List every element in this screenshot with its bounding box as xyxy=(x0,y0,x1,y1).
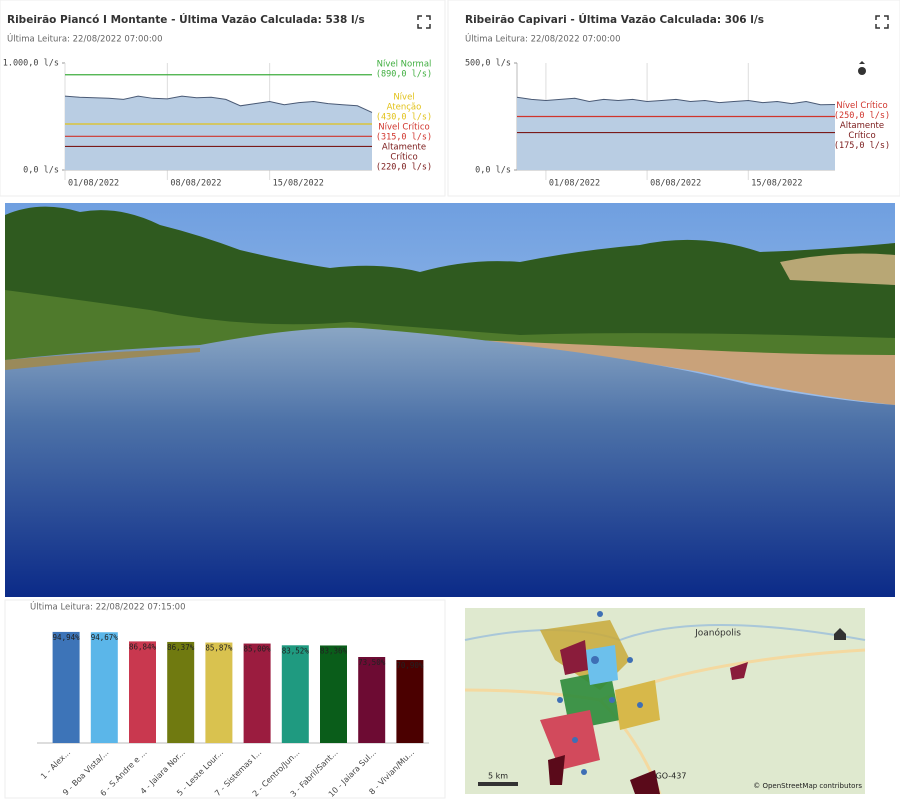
bar xyxy=(205,642,233,743)
reference-value: (890,0 l/s) xyxy=(376,69,432,79)
bar-value-label: 85,87% xyxy=(205,644,233,653)
bar xyxy=(281,645,309,743)
series-line xyxy=(64,95,373,113)
x-tick-label: 15/08/2022 xyxy=(751,179,802,189)
reference-label: Nível Normal xyxy=(377,59,432,69)
series-line xyxy=(516,96,836,106)
reference-label: Nível Crítico xyxy=(378,123,429,133)
bar-value-label: 86,37% xyxy=(167,643,195,652)
bar-value-label: 85,00% xyxy=(244,645,272,654)
reference-label: Nível xyxy=(393,93,414,103)
x-tick-label: 01/08/2022 xyxy=(68,179,119,189)
bar xyxy=(90,632,118,743)
reference-value: (430,0 l/s) xyxy=(376,113,432,123)
reference-value: (315,0 l/s) xyxy=(376,133,432,143)
help-icon[interactable] xyxy=(858,61,866,75)
reference-label: Altamente xyxy=(382,143,426,153)
bar xyxy=(52,631,80,743)
x-tick-label: 01/08/2022 xyxy=(549,179,600,189)
bar-value-label: 86,84% xyxy=(129,642,157,651)
home-icon[interactable] xyxy=(834,628,846,640)
reference-label: Crítico xyxy=(390,153,417,163)
fullscreen-icon[interactable] xyxy=(417,15,889,29)
reference-value: (220,0 l/s) xyxy=(376,163,432,173)
y-tick-label: 0,0 l/s xyxy=(475,166,511,176)
chart-subtitle: Última Leitura: 22/08/2022 07:00:00 xyxy=(7,33,163,45)
y-tick-label: 1.000,0 l/s xyxy=(3,59,59,69)
bar xyxy=(320,645,347,743)
bar xyxy=(243,643,271,743)
x-tick-label: 15/08/2022 xyxy=(273,179,324,189)
y-tick-label: 0,0 l/s xyxy=(23,166,59,176)
chart-title: Ribeirão Piancó I Montante - Última Vazã… xyxy=(7,13,365,26)
area-fill xyxy=(517,97,835,170)
bar-value-label: 70,90% xyxy=(396,661,424,670)
area-fill xyxy=(65,96,372,170)
map xyxy=(464,608,866,795)
reference-value: (175,0 l/s) xyxy=(834,141,890,151)
map-attribution: © OpenStreetMap contributors xyxy=(753,782,862,790)
bar-value-label: 94,94% xyxy=(53,633,81,642)
bar xyxy=(358,657,386,743)
reference-label: Nível Crítico xyxy=(836,101,887,111)
map-label: Joanópolis xyxy=(694,628,741,639)
photo xyxy=(5,203,895,597)
map-label: GO-437 xyxy=(656,772,687,781)
reference-label: Altamente xyxy=(840,121,884,131)
reference-label: Crítico xyxy=(848,131,875,141)
bar xyxy=(396,660,424,743)
bar xyxy=(167,641,195,743)
y-tick-label: 500,0 l/s xyxy=(465,59,511,69)
chart-subtitle: Última Leitura: 22/08/2022 07:00:00 xyxy=(465,33,621,45)
bar-value-label: 83,52% xyxy=(282,646,310,655)
reference-label: Atenção xyxy=(387,103,422,113)
reference-value: (250,0 l/s) xyxy=(834,111,890,121)
chart-subtitle: Última Leitura: 22/08/2022 07:15:00 xyxy=(30,601,186,613)
bar-value-label: 94,67% xyxy=(91,633,119,642)
bar xyxy=(129,641,156,743)
chart-title: Ribeirão Capivari - Última Vazão Calcula… xyxy=(465,13,764,26)
x-tick-label: 08/08/2022 xyxy=(650,179,701,189)
bar-value-label: 83,36% xyxy=(320,646,348,655)
bar-value-label: 73,50% xyxy=(358,658,386,667)
x-tick-label: 08/08/2022 xyxy=(170,179,221,189)
map-scale: 5 km xyxy=(488,772,508,781)
